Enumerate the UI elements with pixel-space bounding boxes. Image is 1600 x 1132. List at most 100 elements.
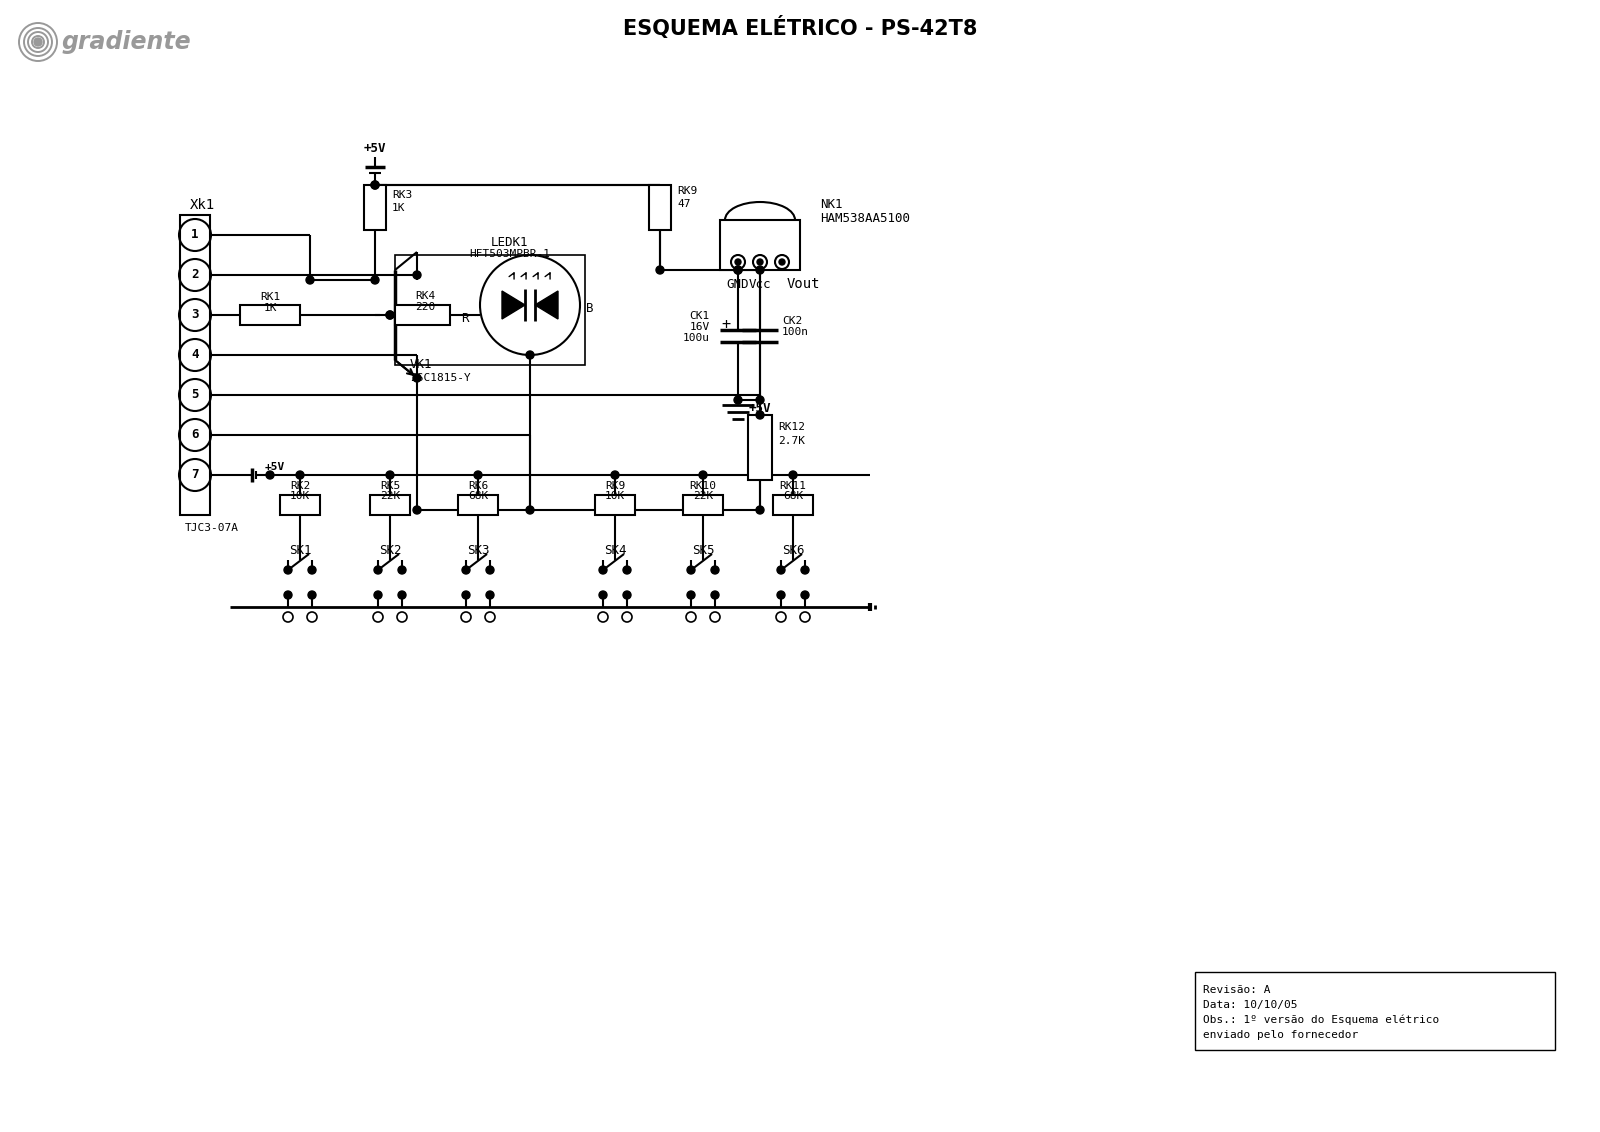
- Polygon shape: [534, 291, 558, 319]
- Circle shape: [757, 266, 765, 274]
- Text: RK6: RK6: [467, 481, 488, 491]
- Circle shape: [710, 566, 718, 574]
- Text: RK2: RK2: [290, 481, 310, 491]
- Text: SK6: SK6: [782, 543, 805, 557]
- Circle shape: [34, 38, 42, 46]
- Circle shape: [757, 506, 765, 514]
- Circle shape: [285, 566, 291, 574]
- Circle shape: [802, 591, 810, 599]
- Bar: [595, 495, 635, 515]
- Circle shape: [285, 591, 291, 599]
- Bar: [395, 255, 586, 365]
- Text: SK3: SK3: [467, 543, 490, 557]
- Circle shape: [386, 471, 394, 479]
- Text: 22K: 22K: [693, 491, 714, 501]
- Text: 10K: 10K: [290, 491, 310, 501]
- Text: SK4: SK4: [603, 543, 626, 557]
- Text: 22K: 22K: [379, 491, 400, 501]
- Text: Vout: Vout: [787, 277, 821, 291]
- Circle shape: [526, 351, 534, 359]
- Bar: [179, 215, 210, 515]
- Bar: [458, 495, 498, 515]
- Text: CK2: CK2: [782, 316, 802, 326]
- Text: RK5: RK5: [379, 481, 400, 491]
- Circle shape: [296, 471, 304, 479]
- Text: GND: GND: [726, 277, 749, 291]
- Circle shape: [413, 374, 421, 381]
- Circle shape: [307, 566, 317, 574]
- Text: 1K: 1K: [264, 303, 277, 314]
- Text: 68K: 68K: [467, 491, 488, 501]
- Circle shape: [802, 566, 810, 574]
- Circle shape: [371, 181, 379, 189]
- Circle shape: [371, 276, 379, 284]
- Text: RK9: RK9: [677, 186, 698, 196]
- Text: HFT503MPBR-1: HFT503MPBR-1: [469, 249, 550, 259]
- Text: RK11: RK11: [779, 481, 806, 491]
- Text: 220: 220: [414, 302, 435, 312]
- Bar: [749, 415, 771, 480]
- Circle shape: [462, 566, 470, 574]
- Text: RK3: RK3: [392, 190, 413, 200]
- Circle shape: [462, 591, 470, 599]
- Text: HAM538AA5100: HAM538AA5100: [819, 212, 910, 224]
- Circle shape: [622, 566, 630, 574]
- Circle shape: [734, 266, 742, 274]
- Circle shape: [266, 471, 274, 479]
- Bar: [650, 185, 670, 230]
- Circle shape: [686, 566, 694, 574]
- Circle shape: [413, 271, 421, 278]
- Polygon shape: [502, 291, 525, 319]
- Circle shape: [757, 396, 765, 404]
- Circle shape: [398, 591, 406, 599]
- Bar: [370, 495, 410, 515]
- Text: +5V: +5V: [363, 142, 386, 154]
- Text: Vcc: Vcc: [749, 277, 771, 291]
- Circle shape: [598, 591, 606, 599]
- Text: LEDK1: LEDK1: [491, 237, 528, 249]
- Text: 2: 2: [192, 268, 198, 282]
- Circle shape: [307, 591, 317, 599]
- Circle shape: [526, 506, 534, 514]
- Circle shape: [386, 311, 394, 319]
- Circle shape: [486, 591, 494, 599]
- Bar: [1195, 972, 1555, 1050]
- Text: 100n: 100n: [782, 327, 810, 337]
- Text: RK1: RK1: [259, 292, 280, 302]
- Text: RK4: RK4: [414, 291, 435, 301]
- Circle shape: [778, 591, 786, 599]
- Text: TJC3-07A: TJC3-07A: [186, 523, 238, 533]
- Bar: [683, 495, 723, 515]
- Text: 1K: 1K: [392, 203, 405, 213]
- Bar: [240, 305, 301, 325]
- Text: SK1: SK1: [288, 543, 312, 557]
- Text: 68K: 68K: [782, 491, 803, 501]
- Circle shape: [699, 471, 707, 479]
- Text: 47: 47: [677, 199, 691, 209]
- Text: 10K: 10K: [605, 491, 626, 501]
- Bar: [395, 305, 450, 325]
- Circle shape: [778, 566, 786, 574]
- Circle shape: [374, 566, 382, 574]
- Text: RK9: RK9: [605, 481, 626, 491]
- Circle shape: [734, 259, 741, 265]
- Text: +: +: [722, 317, 731, 333]
- Circle shape: [374, 591, 382, 599]
- Circle shape: [734, 266, 742, 274]
- Text: 2SC1815-Y: 2SC1815-Y: [410, 374, 470, 383]
- Circle shape: [474, 471, 482, 479]
- Text: NK1: NK1: [819, 198, 843, 212]
- Text: RK10: RK10: [690, 481, 717, 491]
- Text: Xk1: Xk1: [190, 198, 214, 212]
- Text: SK5: SK5: [691, 543, 714, 557]
- Circle shape: [734, 396, 742, 404]
- Text: 7: 7: [192, 469, 198, 481]
- Text: 3: 3: [192, 309, 198, 321]
- Circle shape: [779, 259, 786, 265]
- Text: ESQUEMA ELÉTRICO - PS-42T8: ESQUEMA ELÉTRICO - PS-42T8: [622, 17, 978, 40]
- Bar: [280, 495, 320, 515]
- Text: 5: 5: [192, 388, 198, 402]
- Text: 4: 4: [192, 349, 198, 361]
- Text: B: B: [586, 301, 594, 315]
- Bar: [365, 185, 386, 230]
